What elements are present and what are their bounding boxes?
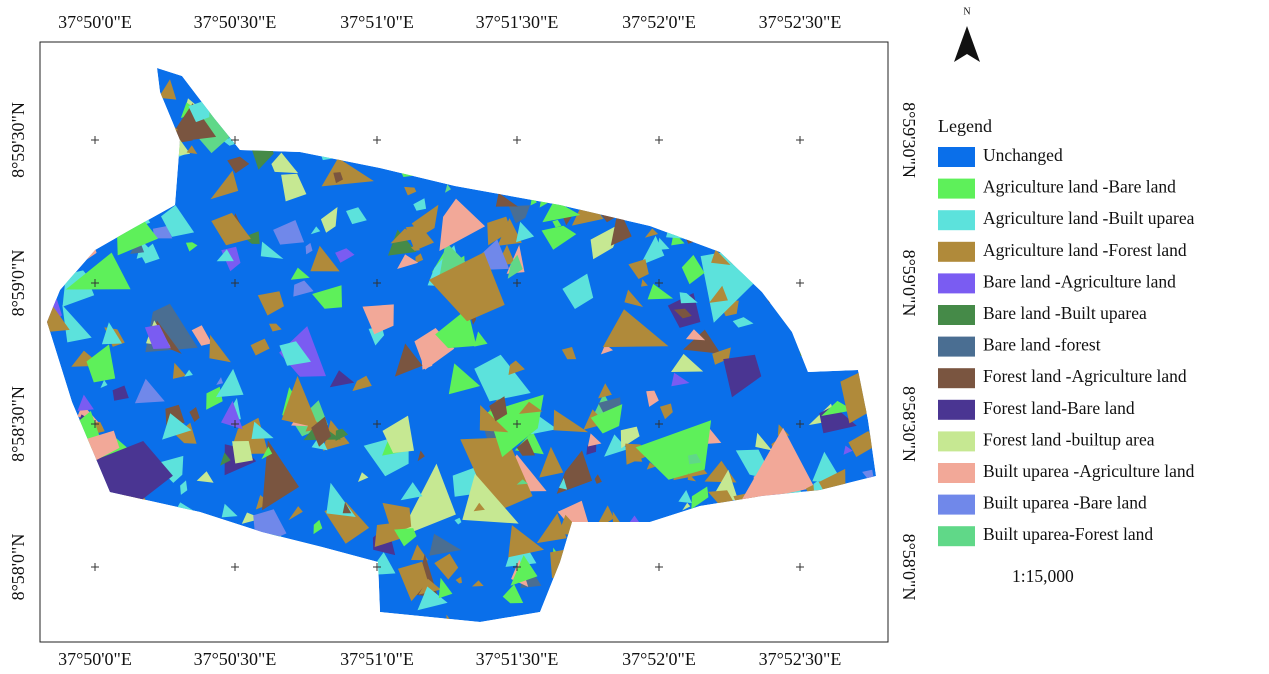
north-arrow bbox=[954, 26, 980, 62]
legend-swatch bbox=[938, 526, 975, 546]
scale-label: 1:15,000 bbox=[1012, 566, 1074, 586]
legend-label: Unchanged bbox=[983, 145, 1063, 165]
legend-label: Forest land-Bare land bbox=[983, 398, 1135, 418]
legend-label: Bare land -forest bbox=[983, 335, 1101, 355]
right-coordinate-label: 8°59'30"N bbox=[899, 102, 919, 178]
north-label: N bbox=[963, 6, 970, 17]
top-coordinate-label: 37°50'0"E bbox=[58, 12, 132, 32]
bottom-coordinate-label: 37°51'0"E bbox=[340, 649, 414, 669]
right-coordinate-label: 8°58'0"N bbox=[899, 534, 919, 601]
legend: Unchanged Agriculture land -Bare land Agri… bbox=[938, 145, 1195, 546]
bottom-coordinate-label: 37°52'0"E bbox=[622, 649, 696, 669]
legend-swatch bbox=[938, 179, 975, 199]
bottom-coordinate-label: 37°50'30"E bbox=[194, 649, 277, 669]
top-coordinate-label: 37°50'30"E bbox=[194, 12, 277, 32]
left-coordinate-label: 8°59'30"N bbox=[8, 102, 28, 178]
legend-swatch bbox=[938, 431, 975, 451]
legend-swatch bbox=[938, 305, 975, 325]
legend-label: Agriculture land -Forest land bbox=[983, 240, 1187, 260]
left-coordinate-label: 8°58'30"N bbox=[8, 386, 28, 462]
legend-title: Legend bbox=[938, 116, 992, 136]
legend-swatch bbox=[938, 242, 975, 262]
top-coordinate-label: 37°52'0"E bbox=[622, 12, 696, 32]
right-coordinate-label: 8°58'30"N bbox=[899, 386, 919, 462]
bottom-coordinate-label: 37°51'30"E bbox=[476, 649, 559, 669]
legend-swatch bbox=[938, 337, 975, 357]
legend-label: Forest land -builtup area bbox=[983, 429, 1155, 449]
top-coordinate-label: 37°51'30"E bbox=[476, 12, 559, 32]
legend-swatch bbox=[938, 400, 975, 420]
legend-label: Built uparea-Forest land bbox=[983, 524, 1153, 544]
legend-swatch bbox=[938, 273, 975, 293]
legend-label: Agriculture land -Built uparea bbox=[983, 208, 1195, 228]
legend-swatch bbox=[938, 495, 975, 515]
top-coordinate-label: 37°52'30"E bbox=[759, 12, 842, 32]
right-coordinate-label: 8°59'0"N bbox=[899, 250, 919, 317]
legend-swatch bbox=[938, 463, 975, 483]
left-coordinate-label: 8°58'0"N bbox=[8, 534, 28, 601]
legend-label: Bare land -Built uparea bbox=[983, 303, 1147, 323]
legend-label: Built uparea -Bare land bbox=[983, 493, 1147, 513]
bottom-coordinate-label: 37°52'30"E bbox=[759, 649, 842, 669]
legend-swatch bbox=[938, 210, 975, 230]
legend-swatch bbox=[938, 147, 975, 167]
bottom-coordinate-label: 37°50'0"E bbox=[58, 649, 132, 669]
legend-label: Forest land -Agriculture land bbox=[983, 366, 1187, 386]
legend-label: Bare land -Agriculture land bbox=[983, 271, 1176, 291]
legend-label: Built uparea -Agriculture land bbox=[983, 461, 1195, 481]
left-coordinate-label: 8°59'0"N bbox=[8, 250, 28, 317]
legend-label: Agriculture land -Bare land bbox=[983, 177, 1176, 197]
top-coordinate-label: 37°51'0"E bbox=[340, 12, 414, 32]
map-figure: 37°50'0"E 37°50'30"E 37°51'0"E 37°51'30"E 37… bbox=[0, 0, 1269, 674]
legend-swatch bbox=[938, 368, 975, 388]
